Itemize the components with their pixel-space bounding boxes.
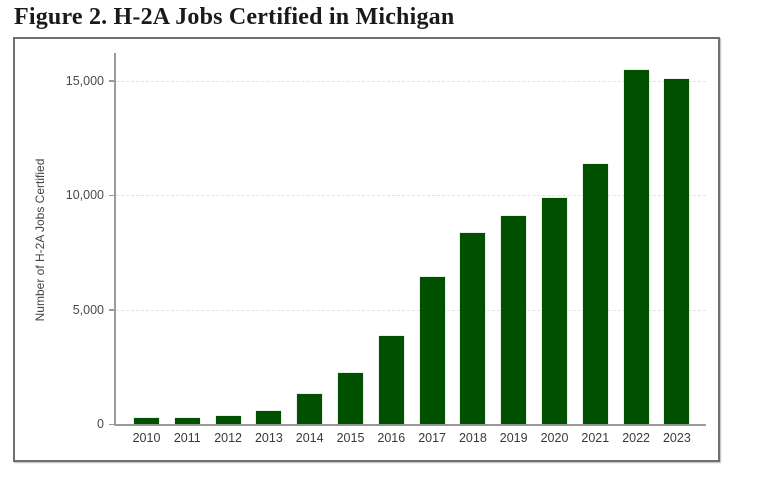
bar-2011 (174, 418, 200, 424)
y-tick-label: 5,000 (72, 302, 104, 317)
bar-2014 (297, 394, 323, 424)
x-tick-label: 2010 (132, 431, 161, 445)
x-tick-label: 2022 (622, 431, 650, 445)
bar-2013 (256, 410, 282, 424)
x-tick-label: 2014 (295, 431, 324, 445)
bar-2016 (378, 335, 404, 424)
x-tick-label: 2018 (458, 431, 487, 445)
x-tick-label: 2011 (173, 431, 201, 445)
y-axis-line (114, 53, 116, 425)
bar-2012 (215, 415, 241, 424)
y-tick-mark (109, 80, 114, 82)
y-tick-mark (109, 194, 114, 196)
bar-2021 (582, 164, 608, 424)
x-tick-label: 2017 (418, 431, 446, 445)
x-tick-label: 2016 (377, 431, 406, 445)
bar-2022 (623, 69, 649, 424)
x-tick-label: 2019 (499, 431, 528, 445)
y-axis-label: Number of H-2A Jobs Certified (33, 158, 47, 322)
gridline (116, 80, 706, 82)
bar-2010 (134, 418, 159, 424)
x-tick-label: 2021 (581, 431, 610, 445)
x-tick-label: 2013 (254, 431, 283, 445)
y-tick-label: 15,000 (65, 73, 104, 88)
x-tick-label: 2015 (336, 431, 365, 445)
bar-2015 (338, 372, 363, 424)
x-tick-label: 2012 (214, 431, 242, 445)
gridline (116, 195, 706, 196)
figure-title: Figure 2. H-2A Jobs Certified in Michiga… (14, 4, 455, 30)
bar-2023 (664, 78, 690, 424)
x-axis-line (114, 424, 706, 426)
gridline (116, 309, 706, 311)
x-tick-label: 2023 (662, 431, 691, 445)
y-tick-label: 10,000 (65, 188, 104, 202)
chart-frame (13, 37, 720, 462)
bar-2020 (542, 197, 567, 424)
y-tick-mark (109, 423, 114, 425)
x-tick-label: 2020 (540, 431, 569, 445)
bar-2017 (419, 276, 445, 424)
y-tick-label: 0 (97, 417, 104, 431)
bar-2018 (460, 233, 486, 424)
y-tick-mark (109, 309, 114, 311)
bar-2019 (501, 216, 527, 424)
